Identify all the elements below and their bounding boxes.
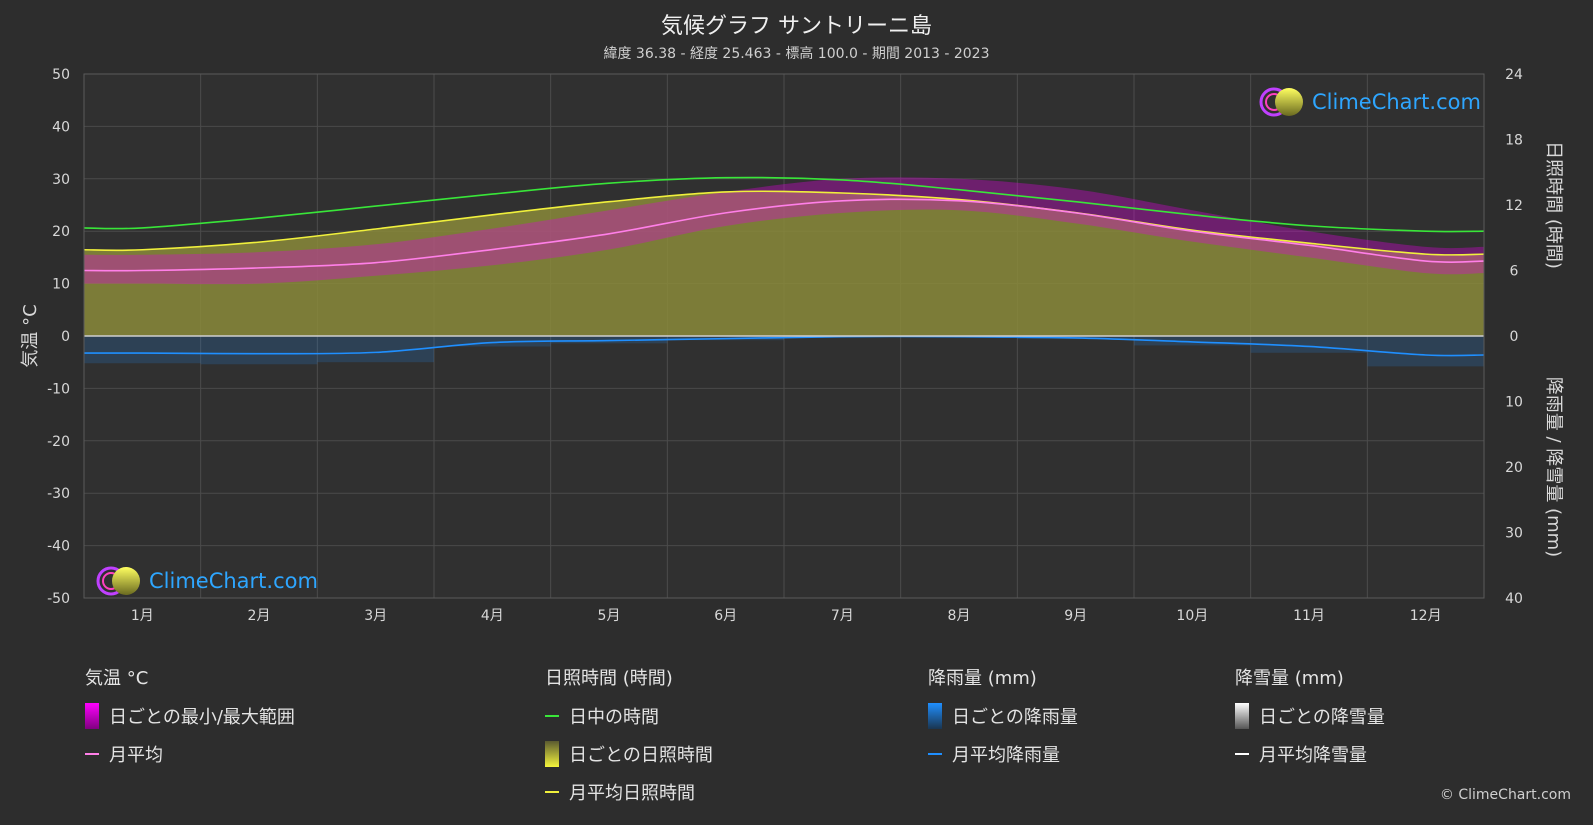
y-right-sun-tick-label: 0 xyxy=(1510,329,1519,345)
legend-daylight-label: 日中の時間 xyxy=(569,707,659,728)
climechart-logo-icon xyxy=(96,566,140,596)
sunshine-area xyxy=(84,191,1484,336)
y-right-sun-tick-label: 12 xyxy=(1505,198,1523,214)
legend-temp-range-label: 日ごとの最小/最大範囲 xyxy=(109,707,295,728)
legend-rain: 降雨量 (mm) 日ごとの降雨量 月平均降雨量 xyxy=(928,664,1078,780)
legend-rain-daily: 日ごとの降雨量 xyxy=(928,703,1078,729)
x-tick-label: 2月 xyxy=(248,608,271,624)
y-right-rain-axis-title: 降雨量 / 降雪量 (mm) xyxy=(1543,377,1564,557)
sunshine-swatch xyxy=(545,741,559,767)
series-lines xyxy=(83,176,1485,357)
logo-top: ClimeChart.com xyxy=(1258,86,1481,118)
y-right-sun-axis-title: 日照時間 (時間) xyxy=(1543,141,1564,269)
x-tick-label: 5月 xyxy=(598,608,621,624)
y-right-rain-tick-label: 40 xyxy=(1505,591,1523,607)
legend-sun: 日照時間 (時間) 日中の時間 日ごとの日照時間 月平均日照時間 xyxy=(545,664,713,818)
legend-temp-avg-label: 月平均 xyxy=(109,745,163,766)
snow-swatch xyxy=(1235,703,1249,729)
legend-snow: 降雪量 (mm) 日ごとの降雪量 月平均降雪量 xyxy=(1235,664,1385,780)
y-right-sun-tick-label: 18 xyxy=(1505,133,1523,149)
rain-bar xyxy=(200,336,318,365)
x-tick-label: 1月 xyxy=(131,608,154,624)
legend-snow-avg-label: 月平均降雪量 xyxy=(1259,745,1367,766)
legend-temp-range: 日ごとの最小/最大範囲 xyxy=(85,703,295,729)
logo-text: ClimeChart.com xyxy=(1312,90,1481,114)
y-right-rain-tick-label: 10 xyxy=(1505,395,1523,411)
chart-subtitle: 緯度 36.38 - 経度 25.463 - 標高 100.0 - 期間 201… xyxy=(603,46,990,62)
logo-text: ClimeChart.com xyxy=(149,569,318,593)
sunshine-avg-swatch xyxy=(545,791,559,793)
legend-temp-avg: 月平均 xyxy=(85,742,295,766)
y-left-tick-label: 0 xyxy=(61,329,70,345)
snow-avg-swatch xyxy=(1235,753,1249,755)
rain-bar xyxy=(550,336,668,344)
x-tick-label: 7月 xyxy=(831,608,854,624)
x-tick-label: 6月 xyxy=(714,608,737,624)
legend-sun-daily: 日ごとの日照時間 xyxy=(545,741,713,767)
y-left-tick-label: -20 xyxy=(47,434,70,450)
legend-snow-daily: 日ごとの降雪量 xyxy=(1235,703,1385,729)
temp-avg-line xyxy=(83,198,1485,272)
legend-rain-daily-label: 日ごとの降雨量 xyxy=(952,707,1078,728)
rain-avg-swatch xyxy=(928,753,942,755)
legend-temp-heading: 気温 °C xyxy=(85,668,149,689)
y-left-tick-label: -40 xyxy=(47,539,70,555)
legend-rain-heading: 降雨量 (mm) xyxy=(928,668,1037,689)
legend-snow-avg: 月平均降雪量 xyxy=(1235,742,1385,766)
legend-sun-daily-label: 日ごとの日照時間 xyxy=(569,745,713,766)
legend-sun-avg-label: 月平均日照時間 xyxy=(569,783,695,804)
x-tick-label: 9月 xyxy=(1064,608,1087,624)
logo-bottom: ClimeChart.com xyxy=(95,565,318,597)
temp-avg-swatch xyxy=(85,753,99,755)
y-left-tick-label: -10 xyxy=(47,381,70,397)
rain-bar xyxy=(1367,336,1484,367)
rain-swatch xyxy=(928,703,942,729)
y-right-rain-tick-label: 30 xyxy=(1505,526,1523,542)
y-left-tick-label: 10 xyxy=(52,277,70,293)
y-right-sun-tick-label: 6 xyxy=(1510,264,1519,280)
rain-avg-line xyxy=(83,335,1485,357)
legend-rain-avg-label: 月平均降雨量 xyxy=(952,745,1060,766)
x-tick-label: 4月 xyxy=(481,608,504,624)
rain-bar xyxy=(1134,336,1251,346)
axes: 50 40 30 20 10 0 -10 -20 -30 -40 -50 24 18 12 6 0 10 20 30… xyxy=(20,67,1564,624)
y-left-tick-label: -30 xyxy=(47,486,70,502)
climate-chart: 50 40 30 20 10 0 -10 -20 -30 -40 -50 24 18 12 6 0 10 20 30… xyxy=(20,67,1564,624)
y-left-tick-label: 40 xyxy=(52,119,70,135)
sunshine-avg-line xyxy=(83,190,1485,256)
copyright: © ClimeChart.com xyxy=(1439,787,1571,803)
y-left-tick-label: -50 xyxy=(47,591,70,607)
y-left-axis-title: 気温 °C xyxy=(20,304,41,367)
y-left-tick-label: 30 xyxy=(52,172,70,188)
x-tick-label: 3月 xyxy=(364,608,387,624)
daylight-swatch xyxy=(545,715,559,717)
y-left-tick-label: 50 xyxy=(52,67,70,83)
y-right-sun-tick-label: 24 xyxy=(1505,67,1523,83)
daylight-line xyxy=(83,176,1485,233)
y-left-tick-label: 20 xyxy=(52,224,70,240)
chart-title: 気候グラフ サントリーニ島 xyxy=(661,14,932,39)
legend-sun-avg: 月平均日照時間 xyxy=(545,780,713,804)
y-right-rain-tick-label: 20 xyxy=(1505,460,1523,476)
legend-snow-heading: 降雪量 (mm) xyxy=(1235,668,1344,689)
plot-frame xyxy=(83,73,1485,599)
rain-bar xyxy=(434,336,551,347)
legend-daylight: 日中の時間 xyxy=(545,704,713,728)
temp-range-swatch xyxy=(85,703,99,729)
climechart-logo-icon xyxy=(1259,87,1303,117)
legend-snow-daily-label: 日ごとの降雪量 xyxy=(1259,707,1385,728)
legend-rain-avg: 月平均降雨量 xyxy=(928,742,1078,766)
rain-bar xyxy=(84,336,201,364)
legend-sun-heading: 日照時間 (時間) xyxy=(545,668,673,689)
x-tick-label: 10月 xyxy=(1176,608,1208,624)
x-tick-label: 11月 xyxy=(1293,608,1325,624)
x-tick-label: 12月 xyxy=(1410,608,1442,624)
x-tick-label: 8月 xyxy=(948,608,971,624)
legend-temp: 気温 °C 日ごとの最小/最大範囲 月平均 xyxy=(85,664,295,780)
